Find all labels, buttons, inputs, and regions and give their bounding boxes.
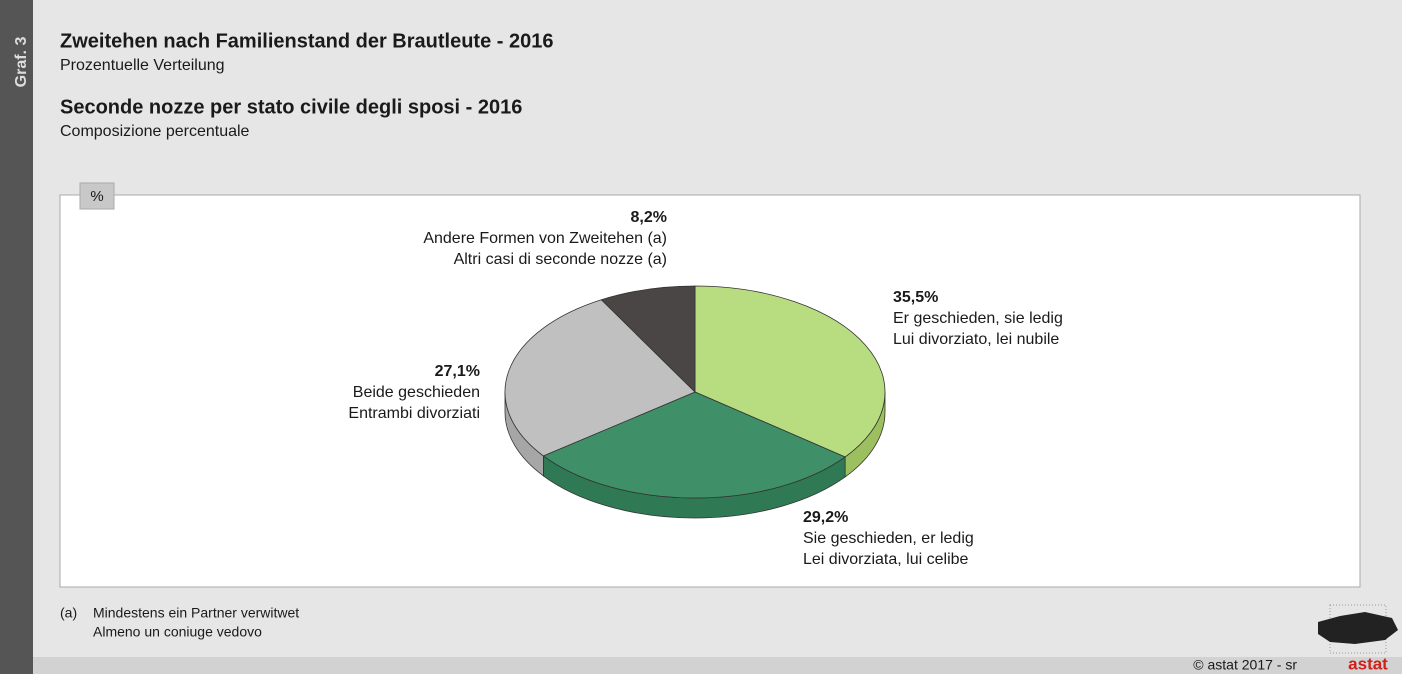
value-label: 27,1% — [435, 363, 480, 380]
category-label-it: Lei divorziata, lui celibe — [803, 551, 969, 568]
footnote-marker: (a) — [60, 605, 77, 621]
logo-shape — [1318, 612, 1398, 644]
chart-subtitle: Prozentuelle Verteilung — [60, 57, 225, 74]
value-label: 35,5% — [893, 289, 938, 306]
category-label: Beide geschieden — [353, 384, 480, 401]
category-label-it: Lui divorziato, lei nubile — [893, 331, 1059, 348]
category-label-it: Entrambi divorziati — [348, 405, 480, 422]
category-label: Andere Formen von Zweitehen (a) — [423, 230, 667, 247]
logo: astat — [1348, 654, 1388, 673]
unit-label: % — [90, 188, 103, 205]
chart-title: Zweitehen nach Familienstand der Brautle… — [60, 30, 553, 52]
value-label: 29,2% — [803, 509, 848, 526]
footer-bar — [33, 657, 1402, 674]
footnote-line: Mindestens ein Partner verwitwet — [93, 605, 299, 621]
footnote-line: Almeno un coniuge vedovo — [93, 624, 262, 640]
credit: © astat 2017 - sr — [1193, 657, 1297, 673]
chart-subtitle-it: Composizione percentuale — [60, 123, 250, 140]
side-tab: Graf. 3 — [13, 37, 30, 88]
value-label: 8,2% — [631, 209, 667, 226]
chart-title-it: Seconde nozze per stato civile degli spo… — [60, 96, 522, 118]
slice — [600, 285, 696, 393]
category-label-it: Altri casi di seconde nozze (a) — [454, 251, 667, 268]
slice — [504, 299, 696, 457]
slice — [694, 285, 886, 458]
unit-box — [79, 182, 115, 210]
category-label: Sie geschieden, er ledig — [803, 530, 974, 547]
category-label: Er geschieden, sie ledig — [893, 310, 1063, 327]
slice — [542, 391, 846, 499]
side-strip — [0, 0, 33, 674]
